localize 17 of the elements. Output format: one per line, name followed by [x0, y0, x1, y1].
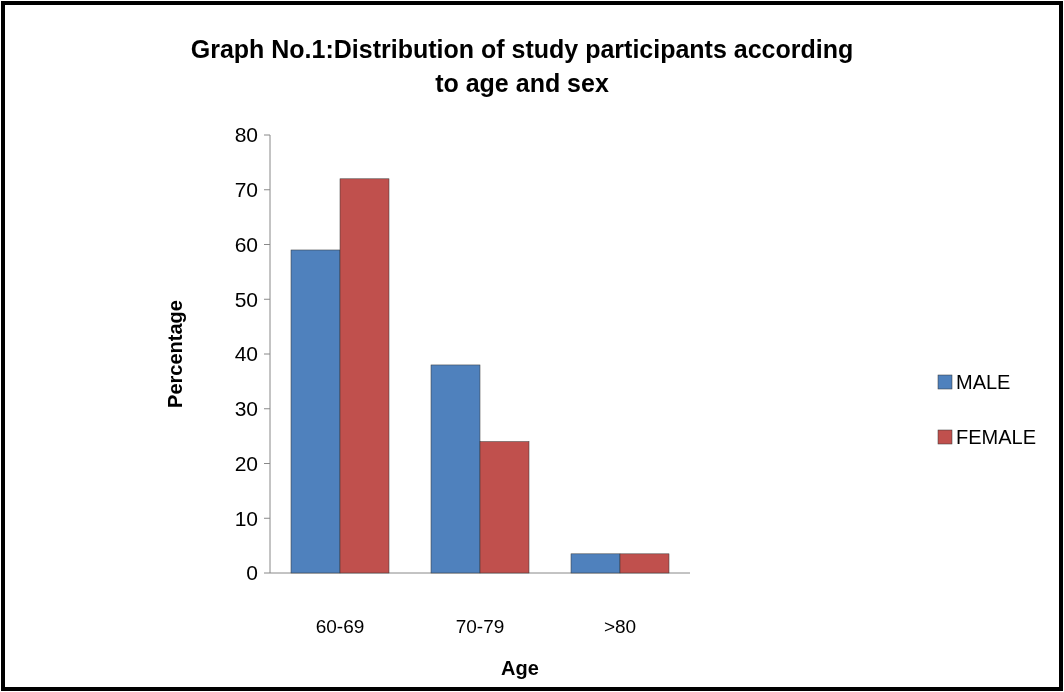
y-tick-label: 50: [234, 287, 258, 311]
y-tick-label: 20: [234, 451, 258, 475]
y-tick-label: 60: [234, 232, 258, 256]
y-tick-label: 30: [234, 397, 258, 421]
y-tick-label: 70: [234, 178, 258, 202]
x-tick-label: >80: [603, 616, 637, 637]
y-axis-title: Percentage: [164, 300, 186, 408]
x-axis-title: Age: [501, 657, 539, 679]
y-tick-label: 0: [246, 561, 258, 585]
x-tick-label: 60-69: [315, 616, 365, 637]
x-tick-label: 70-79: [455, 616, 505, 637]
y-tick-label: 80: [234, 123, 258, 147]
y-tick-label: 10: [234, 506, 258, 530]
legend-label: FEMALE: [956, 426, 1037, 448]
chart-title: Graph No.1:Distribution of study participants according to age and sex: [190, 35, 854, 97]
legend-label: MALE: [956, 371, 1011, 393]
y-tick-label: 40: [234, 342, 258, 366]
